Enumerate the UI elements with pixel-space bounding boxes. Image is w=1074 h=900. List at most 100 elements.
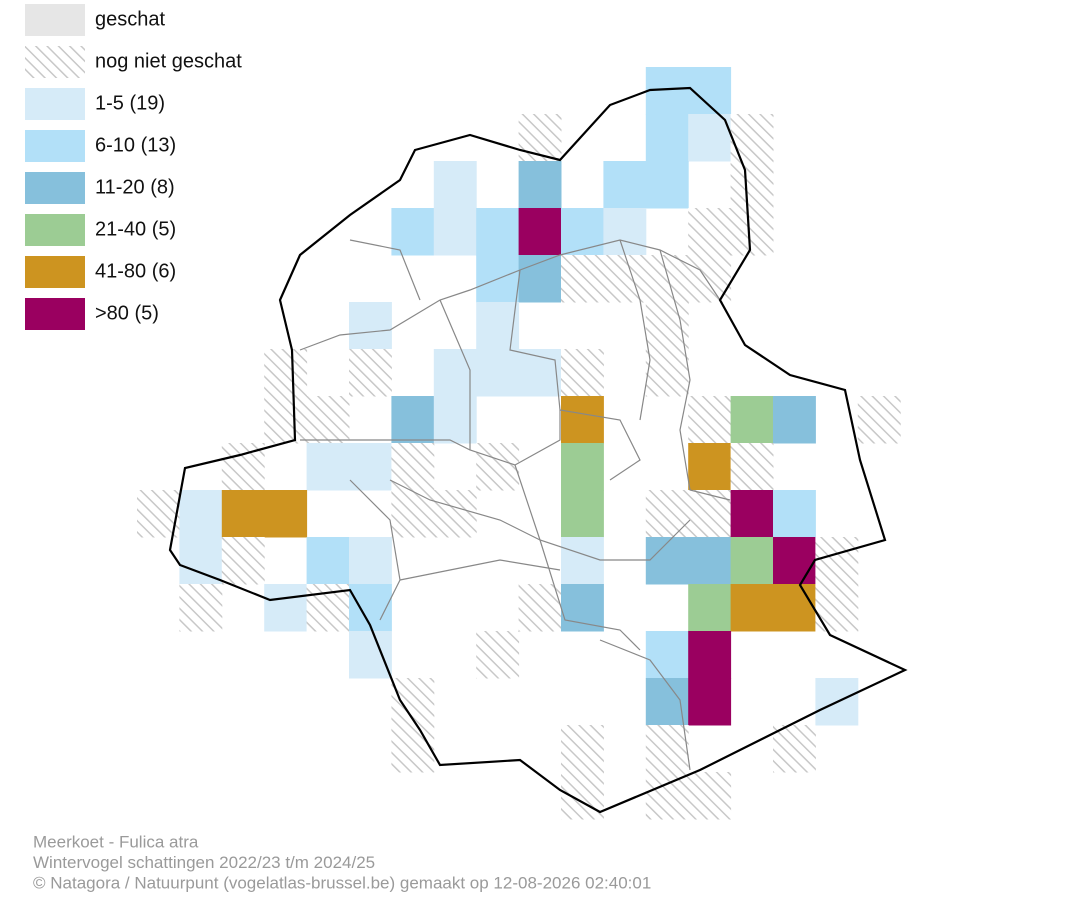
grid-cell: [561, 208, 604, 256]
grid-cell: [264, 490, 308, 538]
grid-cell: [221, 490, 265, 538]
grid-cell: [476, 302, 520, 350]
legend-swatch: [25, 298, 85, 330]
grid-cells: [137, 67, 901, 820]
grid-cell: [561, 443, 604, 491]
grid-cell: [645, 161, 689, 209]
legend-label: 11-20 (8): [95, 176, 175, 198]
legend-swatch: [25, 256, 85, 288]
legend-swatch: [25, 46, 85, 78]
grid-cell: [688, 537, 732, 585]
grid-cell: [857, 396, 901, 444]
grid-cell: [561, 396, 604, 444]
grid-cell: [179, 584, 223, 632]
grid-cell: [688, 772, 732, 820]
grid-cell: [264, 584, 308, 632]
legend-label: 6-10 (13): [95, 134, 176, 156]
grid-cell: [773, 396, 816, 444]
grid-cell: [645, 537, 689, 585]
grid-cell: [391, 396, 435, 444]
grid-cell: [645, 255, 689, 303]
grid-cell: [433, 208, 477, 256]
grid-cell: [730, 114, 774, 162]
legend-swatch: [25, 4, 85, 36]
municipal-borders: [299, 239, 731, 771]
grid-cell: [306, 537, 350, 585]
grid-cell: [391, 725, 435, 773]
grid-cell: [730, 396, 774, 444]
grid-cell: [476, 349, 520, 397]
grid-cell: [645, 725, 689, 773]
footer-line: Wintervogel schattingen 2022/23 t/m 2024…: [33, 853, 375, 872]
footer-line: Meerkoet - Fulica atra: [33, 832, 199, 851]
grid-cell: [773, 584, 816, 632]
grid-cell: [603, 161, 647, 209]
grid-cell: [688, 490, 732, 538]
grid-cell: [645, 772, 689, 820]
grid-cell: [815, 584, 859, 632]
grid-cell: [773, 490, 816, 538]
grid-cell: [561, 349, 604, 397]
grid-cell: [773, 537, 816, 585]
grid-cell: [730, 208, 774, 256]
grid-cell: [645, 490, 689, 538]
legend-swatch: [25, 88, 85, 120]
grid-cell: [688, 114, 732, 162]
grid-cell: [561, 537, 604, 585]
grid-cell: [349, 631, 392, 679]
legend-label: >80 (5): [95, 302, 159, 324]
grid-cell: [349, 443, 392, 491]
grid-cell: [391, 208, 435, 256]
grid-cell: [645, 114, 689, 162]
grid-cell: [476, 208, 520, 256]
grid-cell: [476, 443, 520, 491]
grid-cell: [391, 443, 435, 491]
grid-cell: [688, 584, 732, 632]
grid-cell: [730, 584, 774, 632]
grid-cell: [518, 584, 562, 632]
grid-cell: [730, 161, 774, 209]
grid-cell: [730, 443, 774, 491]
grid-cell: [264, 396, 308, 444]
legend-label: nog niet geschat: [95, 50, 242, 72]
footer-line: © Natagora / Natuurpunt (vogelatlas-brus…: [33, 873, 651, 892]
grid-cell: [730, 490, 774, 538]
grid-cell: [561, 584, 604, 632]
grid-cell: [561, 255, 604, 303]
grid-cell: [688, 396, 732, 444]
grid-cell: [688, 678, 732, 726]
grid-cell: [603, 208, 647, 256]
grid-cell: [306, 443, 350, 491]
legend: geschat nog niet geschat 1-5 (19) 6-10 (13)…: [25, 4, 242, 330]
grid-cell: [773, 725, 816, 773]
legend-swatch: [25, 130, 85, 162]
legend-label: 21-40 (5): [95, 218, 176, 240]
grid-cell: [688, 631, 732, 679]
grid-cell: [518, 161, 562, 209]
grid-cell: [561, 772, 604, 820]
grid-cell: [349, 349, 392, 397]
grid-cell: [603, 255, 647, 303]
grid-cell: [688, 443, 732, 491]
grid-cell: [645, 302, 689, 350]
grid-cell: [349, 537, 392, 585]
grid-cell: [561, 490, 604, 538]
footer: Meerkoet - Fulica atra Wintervogel schatt…: [33, 832, 651, 892]
grid-cell: [645, 349, 689, 397]
legend-swatch: [25, 172, 85, 204]
grid-cell: [306, 396, 350, 444]
legend-label: geschat: [95, 8, 165, 30]
grid-cell: [688, 255, 732, 303]
grid-cell: [730, 537, 774, 585]
grid-cell: [815, 537, 859, 585]
grid-cell: [179, 490, 223, 538]
grid-cell: [433, 490, 477, 538]
legend-label: 1-5 (19): [95, 92, 165, 114]
grid-cell: [391, 490, 435, 538]
legend-swatch: [25, 214, 85, 246]
grid-cell: [561, 725, 604, 773]
region-outline: [168, 86, 908, 814]
grid-cell: [476, 631, 520, 679]
